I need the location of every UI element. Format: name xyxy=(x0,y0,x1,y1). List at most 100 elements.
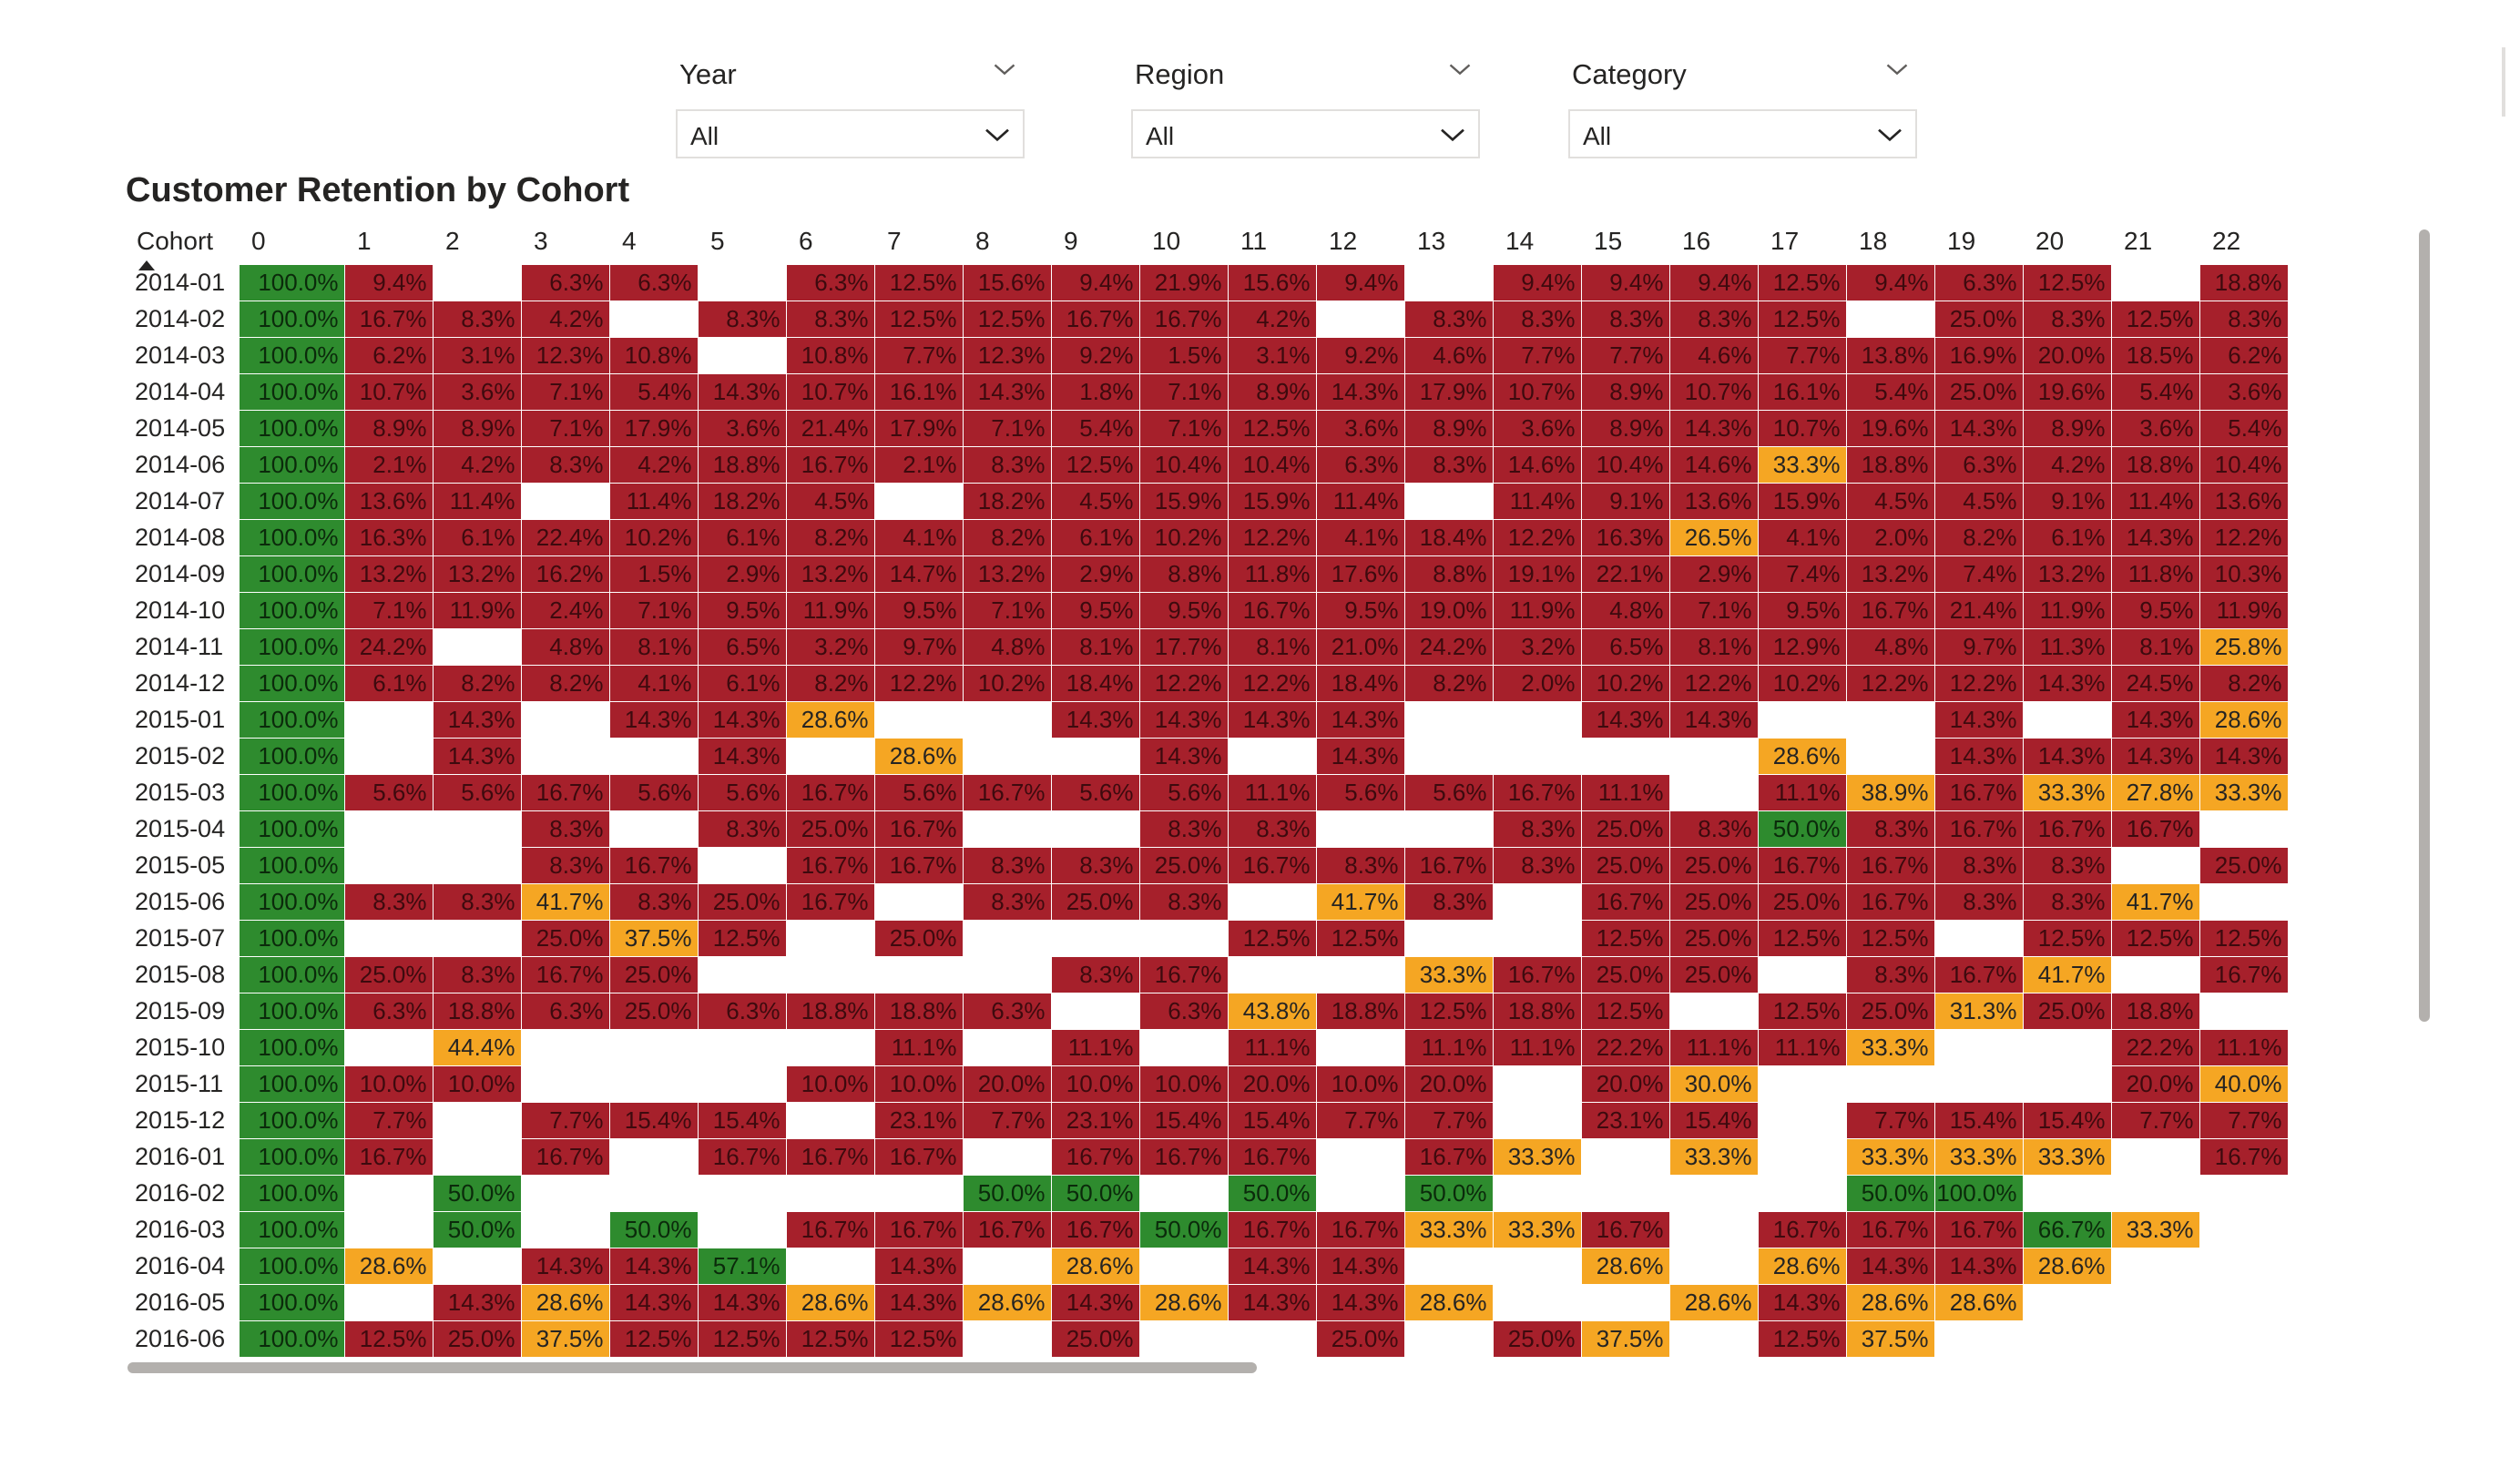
retention-cell[interactable]: 12.2% xyxy=(1846,665,1934,701)
retention-cell[interactable]: 10.0% xyxy=(786,1065,874,1102)
retention-cell[interactable]: 13.6% xyxy=(2199,483,2288,519)
retention-cell[interactable] xyxy=(786,1102,874,1138)
retention-cell[interactable]: 14.3% xyxy=(1316,738,1404,774)
retention-cell[interactable]: 14.3% xyxy=(2111,701,2199,738)
retention-cell[interactable]: 4.8% xyxy=(1581,592,1669,628)
retention-cell[interactable] xyxy=(1139,1248,1228,1284)
retention-cell[interactable]: 16.7% xyxy=(1934,774,2023,810)
retention-cell[interactable] xyxy=(698,337,786,373)
sort-ascending-icon[interactable] xyxy=(137,259,157,271)
retention-cell[interactable] xyxy=(2111,1138,2199,1175)
retention-cell[interactable]: 25.0% xyxy=(609,956,698,993)
retention-cell[interactable]: 14.3% xyxy=(1139,738,1228,774)
retention-cell[interactable]: 4.1% xyxy=(1758,519,1846,555)
retention-cell[interactable] xyxy=(1228,956,1316,993)
retention-cell[interactable]: 25.0% xyxy=(1316,1320,1404,1357)
retention-cell[interactable]: 11.1% xyxy=(1669,1029,1758,1065)
retention-cell[interactable] xyxy=(2199,1248,2288,1284)
retention-cell[interactable]: 16.7% xyxy=(1493,774,1581,810)
retention-cell[interactable]: 11.1% xyxy=(1581,774,1669,810)
retention-cell[interactable]: 11.9% xyxy=(786,592,874,628)
retention-cell[interactable] xyxy=(1669,774,1758,810)
retention-cell[interactable] xyxy=(1758,1175,1846,1211)
retention-cell[interactable]: 13.8% xyxy=(1846,337,1934,373)
retention-cell[interactable]: 9.4% xyxy=(1051,264,1139,301)
retention-cell[interactable]: 19.6% xyxy=(2023,373,2111,410)
retention-cell[interactable]: 10.7% xyxy=(786,373,874,410)
retention-cell[interactable]: 12.5% xyxy=(1316,920,1404,956)
retention-cell[interactable]: 16.7% xyxy=(1051,1138,1139,1175)
retention-cell[interactable]: 15.4% xyxy=(1228,1102,1316,1138)
retention-cell[interactable] xyxy=(1669,993,1758,1029)
retention-cell[interactable]: 28.6% xyxy=(874,738,963,774)
retention-cell[interactable]: 18.8% xyxy=(2199,264,2288,301)
retention-cell[interactable]: 11.4% xyxy=(433,483,521,519)
retention-cell[interactable]: 50.0% xyxy=(1051,1175,1139,1211)
retention-cell[interactable]: 33.3% xyxy=(1846,1138,1934,1175)
retention-cell[interactable] xyxy=(2111,264,2199,301)
retention-cell[interactable] xyxy=(609,1065,698,1102)
retention-cell[interactable] xyxy=(1404,1320,1493,1357)
retention-cell[interactable]: 16.2% xyxy=(521,555,609,592)
retention-cell[interactable]: 11.1% xyxy=(1493,1029,1581,1065)
retention-cell[interactable]: 25.0% xyxy=(2199,847,2288,883)
retention-cell[interactable]: 16.7% xyxy=(344,301,433,337)
retention-cell[interactable]: 12.5% xyxy=(1846,920,1934,956)
retention-cell[interactable]: 14.3% xyxy=(1051,1284,1139,1320)
retention-cell[interactable] xyxy=(1758,1065,1846,1102)
retention-cell[interactable]: 25.0% xyxy=(609,993,698,1029)
retention-cell[interactable]: 8.3% xyxy=(433,883,521,920)
retention-cell[interactable]: 16.7% xyxy=(786,446,874,483)
retention-cell[interactable]: 4.1% xyxy=(609,665,698,701)
retention-cell[interactable]: 31.3% xyxy=(1934,993,2023,1029)
retention-cell[interactable]: 50.0% xyxy=(1139,1211,1228,1248)
retention-cell[interactable]: 16.7% xyxy=(2111,810,2199,847)
retention-cell[interactable] xyxy=(433,1248,521,1284)
retention-cell[interactable]: 24.5% xyxy=(2111,665,2199,701)
retention-cell[interactable]: 12.2% xyxy=(2199,519,2288,555)
cohort-row-label[interactable]: 2014-12 xyxy=(133,665,239,701)
retention-cell[interactable]: 14.3% xyxy=(609,1284,698,1320)
retention-cell[interactable]: 1.5% xyxy=(1139,337,1228,373)
retention-cell[interactable]: 50.0% xyxy=(963,1175,1051,1211)
column-header-20[interactable]: 20 xyxy=(2035,226,2065,255)
retention-cell[interactable]: 14.3% xyxy=(963,373,1051,410)
retention-cell[interactable] xyxy=(1051,738,1139,774)
retention-cell[interactable]: 11.9% xyxy=(2023,592,2111,628)
column-header-1[interactable]: 1 xyxy=(357,226,372,255)
retention-cell[interactable]: 21.0% xyxy=(1316,628,1404,665)
retention-cell[interactable]: 5.6% xyxy=(1139,774,1228,810)
cohort-row-label[interactable]: 2014-08 xyxy=(133,519,239,555)
retention-cell[interactable]: 4.2% xyxy=(1228,301,1316,337)
retention-cell[interactable]: 12.5% xyxy=(874,301,963,337)
retention-cell[interactable]: 28.6% xyxy=(1934,1284,2023,1320)
retention-cell[interactable]: 7.1% xyxy=(344,592,433,628)
retention-cell[interactable]: 20.0% xyxy=(1581,1065,1669,1102)
cohort-row-label[interactable]: 2014-04 xyxy=(133,373,239,410)
retention-cell[interactable]: 16.7% xyxy=(1846,883,1934,920)
retention-cell[interactable] xyxy=(1051,993,1139,1029)
retention-cell[interactable] xyxy=(1051,810,1139,847)
retention-cell[interactable]: 2.0% xyxy=(1493,665,1581,701)
column-header-4[interactable]: 4 xyxy=(622,226,637,255)
retention-cell[interactable] xyxy=(2111,956,2199,993)
retention-cell[interactable]: 16.7% xyxy=(963,1211,1051,1248)
retention-cell[interactable]: 14.3% xyxy=(1934,1248,2023,1284)
column-header-0[interactable]: 0 xyxy=(251,226,266,255)
retention-cell[interactable] xyxy=(963,1248,1051,1284)
retention-cell[interactable]: 28.6% xyxy=(1139,1284,1228,1320)
retention-cell[interactable]: 12.5% xyxy=(1581,993,1669,1029)
retention-cell[interactable]: 10.7% xyxy=(1669,373,1758,410)
retention-cell[interactable] xyxy=(521,701,609,738)
retention-cell[interactable]: 6.2% xyxy=(2199,337,2288,373)
retention-cell[interactable] xyxy=(344,738,433,774)
retention-cell[interactable]: 33.3% xyxy=(2023,774,2111,810)
retention-cell[interactable]: 16.9% xyxy=(1934,337,2023,373)
retention-cell[interactable]: 12.2% xyxy=(1934,665,2023,701)
retention-cell[interactable]: 3.6% xyxy=(1316,410,1404,446)
retention-cell[interactable] xyxy=(1493,738,1581,774)
retention-cell[interactable]: 18.8% xyxy=(1493,993,1581,1029)
retention-cell[interactable] xyxy=(609,810,698,847)
retention-cell[interactable]: 9.4% xyxy=(1846,264,1934,301)
retention-cell[interactable]: 10.0% xyxy=(1139,1065,1228,1102)
